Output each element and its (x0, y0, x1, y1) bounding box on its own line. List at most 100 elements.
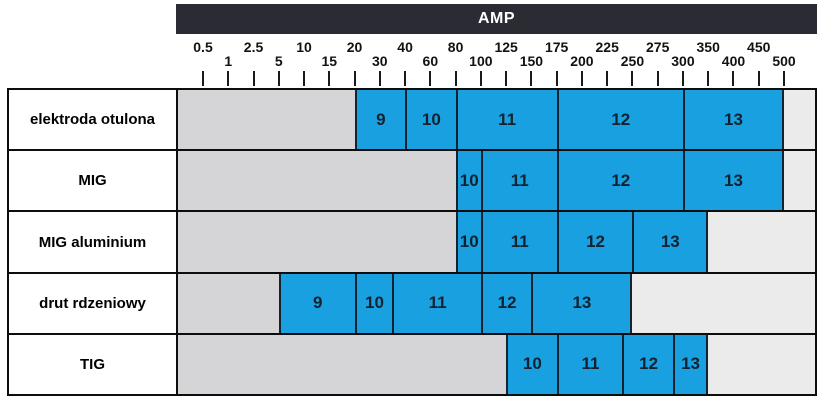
shade-number: 9 (376, 109, 386, 129)
process-label-cell: TIG (9, 334, 178, 395)
shade-block: 10 (455, 151, 481, 211)
shade-block: 10 (405, 90, 456, 150)
shade-block: 10 (506, 334, 557, 395)
axis-tick-mark (580, 71, 583, 86)
amp-header: AMP (176, 4, 817, 34)
axis-tick-label: 500 (772, 53, 796, 69)
axis-tick-mark (353, 71, 356, 86)
shade-number: 11 (581, 354, 600, 374)
axis-tick-label: 2.5 (243, 39, 264, 55)
axis-tick-mark (757, 71, 760, 86)
axis-tick-label: 80 (447, 39, 464, 55)
shade-number: 11 (428, 293, 447, 313)
row-chart-area: 10 11 12 13 (178, 151, 815, 211)
shade-block: 12 (556, 151, 683, 211)
axis-tick-mark (378, 71, 381, 86)
shade-block: 11 (455, 90, 557, 150)
shade-number: 10 (421, 109, 441, 129)
axis-tick-mark (252, 71, 255, 86)
pre-range-gray (178, 273, 279, 333)
shade-number: 11 (498, 109, 517, 129)
shade-block: 10 (455, 212, 481, 272)
axis-tick-label: 350 (696, 39, 720, 55)
shade-table: elektroda otulona 9 10 11 12 13 MIG 10 11 12 13 MIG… (7, 88, 817, 396)
pre-range-gray (178, 334, 507, 395)
axis-tick-label: 20 (346, 39, 363, 55)
axis-tick-label: 400 (721, 53, 746, 69)
process-label-cell: MIG (9, 151, 178, 211)
process-row: MIG 10 11 12 13 (9, 149, 815, 211)
amp-title: AMP (477, 10, 516, 27)
process-label: elektroda otulona (29, 111, 156, 129)
axis-tick-label: 10 (296, 39, 312, 55)
shade-block: 11 (392, 273, 481, 333)
shade-block: 9 (278, 273, 355, 333)
axis-tick-mark (303, 71, 306, 86)
axis-tick-mark (783, 71, 785, 86)
process-row: TIG 10 11 12 13 (9, 332, 815, 395)
axis-tick-mark (656, 71, 659, 86)
axis-tick-label: 1 (224, 53, 233, 69)
shade-block: 11 (480, 212, 557, 272)
axis-tick-label: 150 (519, 53, 544, 69)
axis-tick-mark (606, 71, 609, 86)
axis-tick-mark (681, 71, 684, 86)
shade-number: 10 (459, 232, 479, 251)
axis-tick-mark (227, 71, 230, 86)
shade-number: 12 (611, 109, 631, 129)
shade-block: 13 (632, 212, 709, 272)
shade-number: 13 (681, 354, 700, 374)
axis-tick-label: 40 (397, 39, 413, 55)
shade-number: 11 (510, 232, 529, 251)
axis-tick-label: 300 (671, 53, 695, 69)
axis-tick-mark (277, 71, 280, 86)
process-row: drut rdzeniowy 9 10 11 12 13 (9, 271, 815, 333)
axis-tick-mark (505, 71, 508, 86)
axis-tick-label: 175 (544, 39, 569, 55)
shade-number: 10 (459, 170, 479, 190)
shade-number: 13 (724, 170, 743, 190)
axis-tick-label: 225 (595, 39, 619, 55)
axis-tick-label: 5 (274, 53, 283, 69)
axis-tick-mark (404, 71, 407, 86)
shade-block: 13 (672, 334, 709, 395)
row-chart-area: 9 10 11 12 13 (178, 273, 815, 333)
shade-block: 13 (682, 90, 784, 150)
shade-block: 11 (480, 151, 557, 211)
shade-number: 13 (572, 293, 592, 313)
axis-tick-mark (555, 71, 558, 86)
shade-number: 12 (497, 293, 517, 313)
process-label: drut rdzeniowy (39, 294, 146, 312)
axis-tick-label: 100 (469, 53, 493, 69)
process-label: MIG aluminium (38, 233, 147, 251)
shade-number: 12 (639, 354, 659, 374)
axis-tick-label: 200 (570, 53, 594, 69)
axis-tick-mark (707, 71, 710, 86)
shade-number: 13 (724, 109, 743, 129)
axis-tick-mark (454, 71, 457, 86)
shade-block: 9 (354, 90, 406, 150)
shade-block: 12 (622, 334, 673, 395)
row-chart-area: 10 11 12 13 (178, 212, 815, 272)
shade-number: 10 (522, 354, 542, 374)
axis-tick-label: 125 (494, 39, 518, 55)
pre-range-gray (178, 212, 456, 272)
process-label-cell: MIG aluminium (9, 212, 178, 272)
axis-tick-mark (479, 71, 482, 86)
axis-tick-mark (328, 71, 331, 86)
shade-number: 11 (510, 170, 529, 190)
process-label-cell: elektroda otulona (9, 90, 178, 150)
process-label: TIG (80, 355, 105, 373)
shade-block: 12 (556, 90, 683, 150)
shade-number: 12 (586, 232, 605, 251)
axis-tick-mark (202, 71, 204, 86)
shade-number: 12 (611, 170, 631, 190)
axis-tick-mark (429, 71, 432, 86)
axis-tick-label: 450 (747, 39, 771, 55)
axis-tick-label: 275 (646, 39, 670, 55)
shade-block: 11 (556, 334, 623, 395)
row-chart-area: 10 11 12 13 (178, 334, 815, 395)
shade-number: 9 (312, 293, 323, 313)
shade-block: 13 (531, 273, 633, 333)
